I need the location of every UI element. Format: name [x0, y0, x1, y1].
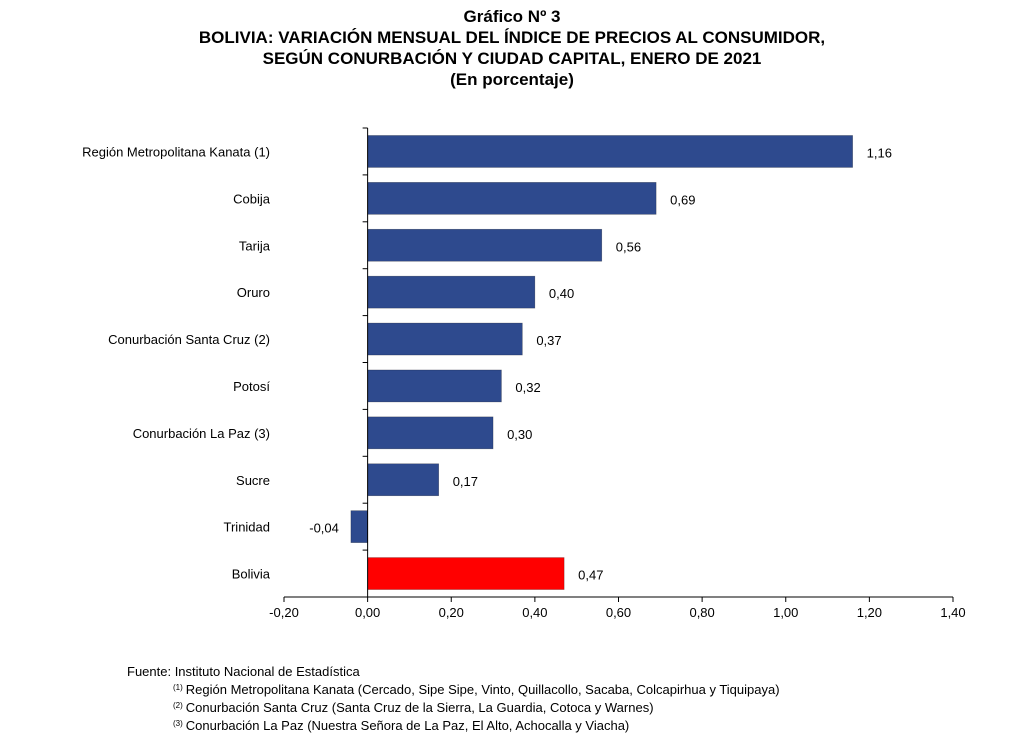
x-tick-label: 0,00	[355, 605, 380, 620]
source-note: Fuente: Instituto Nacional de Estadístic…	[127, 664, 360, 679]
x-tick-label: 1,40	[940, 605, 965, 620]
data-label: 0,30	[507, 427, 532, 442]
footnote-mark: (1)	[173, 683, 183, 692]
data-label: 0,69	[670, 192, 695, 207]
category-label: Potosí	[233, 379, 270, 394]
bar-chart: Región Metropolitana Kanata (1) 1,16 Cobij…	[82, 127, 966, 620]
chart-subtitle-line-2: SEGÚN CONURBACIÓN Y CIUDAD CAPITAL, ENER…	[262, 49, 762, 68]
data-label: 0,17	[453, 474, 478, 489]
x-tick-label: 0,60	[606, 605, 631, 620]
bar	[367, 557, 565, 590]
chart-titles: Gráfico Nº 3 BOLIVIA: VARIACIÓN MENSUAL …	[0, 6, 1024, 90]
category-label: Conurbación La Paz (3)	[133, 426, 270, 441]
chart-subtitle-line-3: (En porcentaje)	[450, 70, 574, 89]
category-label: Trinidad	[224, 520, 270, 535]
category-label: Sucre	[236, 473, 270, 488]
x-tick-label: 0,80	[689, 605, 714, 620]
data-label: 0,37	[536, 333, 561, 348]
bar	[367, 463, 440, 497]
data-label: 0,47	[578, 568, 603, 583]
data-label: 0,40	[549, 286, 574, 301]
data-label: 0,56	[616, 239, 641, 254]
category-label: Bolivia	[232, 567, 271, 582]
category-label: Región Metropolitana Kanata (1)	[82, 144, 270, 159]
x-tick-label: -0,20	[269, 605, 299, 620]
bar	[367, 228, 603, 262]
x-tick-label: 1,20	[857, 605, 882, 620]
footnote-mark: (3)	[173, 719, 183, 728]
bar	[367, 182, 657, 215]
footnote-text: Conurbación La Paz (Nuestra Señora de La…	[185, 718, 630, 733]
bar	[367, 322, 523, 356]
data-label: -0,04	[309, 521, 339, 536]
x-tick-label: 0,40	[522, 605, 547, 620]
bar	[367, 135, 853, 168]
category-label: Tarija	[239, 238, 271, 253]
bar	[367, 369, 502, 403]
x-tick-label: 1,00	[773, 605, 798, 620]
data-label: 1,16	[867, 145, 892, 160]
footnote-1: (1) Región Metropolitana Kanata (Cercado,…	[127, 680, 780, 698]
category-label: Cobija	[233, 191, 271, 206]
footnote-text: Conurbación Santa Cruz (Santa Cruz de la…	[185, 700, 654, 715]
category-label: Conurbación Santa Cruz (2)	[108, 332, 270, 347]
bar	[367, 275, 536, 309]
footnote-3: (3) Conurbación La Paz (Nuestra Señora de…	[127, 716, 780, 734]
footnote-text: Región Metropolitana Kanata (Cercado, Si…	[185, 682, 780, 697]
category-label: Oruro	[237, 285, 270, 300]
chart-title: Gráfico Nº 3	[463, 7, 561, 26]
data-label: 0,32	[515, 380, 540, 395]
chart-subtitle-line-1: BOLIVIA: VARIACIÓN MENSUAL DEL ÍNDICE DE…	[198, 28, 826, 47]
x-tick-label: 0,20	[439, 605, 464, 620]
footnote-2: (2) Conurbación Santa Cruz (Santa Cruz de…	[127, 698, 780, 716]
bar	[367, 416, 494, 450]
footnote-mark: (2)	[173, 701, 183, 710]
bar	[350, 510, 368, 543]
chart-footer: Fuente: Instituto Nacional de Estadístic…	[127, 664, 780, 734]
